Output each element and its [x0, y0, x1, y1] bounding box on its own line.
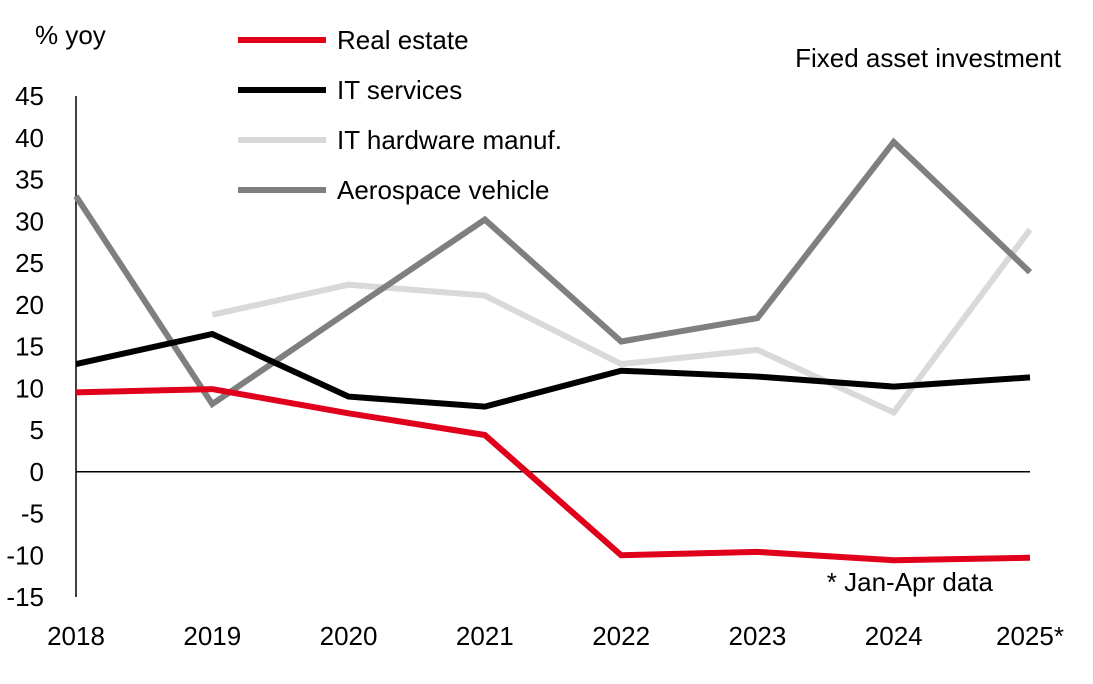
x-axis-tick-labels: 2018 2019 2020 2021 2022 2023 2024 2025* [47, 621, 1064, 651]
x-tick-label: 2018 [47, 621, 105, 651]
legend-label: IT services [337, 75, 462, 105]
legend-label: Aerospace vehicle [337, 175, 549, 205]
chart-title: Fixed asset investment [795, 43, 1062, 73]
y-axis-label: % yoy [35, 20, 106, 50]
y-tick-label: 20 [15, 290, 44, 320]
y-tick-label: 25 [15, 248, 44, 278]
y-tick-label: -5 [21, 499, 44, 529]
x-tick-label: 2021 [456, 621, 514, 651]
y-axis-tick-labels: 45 40 35 30 25 20 15 10 5 0 -5 -10 -15 [6, 81, 44, 612]
y-tick-label: 40 [15, 123, 44, 153]
footnote: * Jan-Apr data [827, 567, 994, 597]
x-tick-label: 2024 [865, 621, 923, 651]
series-lines [73, 137, 1033, 564]
x-tick-label: 2022 [592, 621, 650, 651]
y-tick-label: -10 [6, 540, 44, 570]
y-tick-label: 5 [30, 415, 44, 445]
series-line-it-services [75, 330, 1031, 410]
x-tick-label: 2020 [320, 621, 378, 651]
series-line-real-estate [75, 386, 1031, 564]
y-tick-label: 45 [15, 81, 44, 111]
series-line-it-hardware-manuf [211, 227, 1033, 417]
y-tick-label: -15 [6, 582, 44, 612]
x-tick-label: 2025* [996, 621, 1064, 651]
legend: Real estate IT services IT hardware manuf.… [238, 25, 562, 205]
legend-label: Real estate [337, 25, 469, 55]
y-tick-label: 0 [30, 457, 44, 487]
y-tick-label: 10 [15, 373, 44, 403]
y-tick-label: 15 [15, 332, 44, 362]
x-tick-label: 2019 [183, 621, 241, 651]
y-tick-label: 30 [15, 206, 44, 236]
y-tick-label: 35 [15, 165, 44, 195]
x-tick-label: 2023 [729, 621, 787, 651]
legend-label: IT hardware manuf. [337, 125, 562, 155]
series-line-aerospace-vehicle [73, 137, 1033, 409]
